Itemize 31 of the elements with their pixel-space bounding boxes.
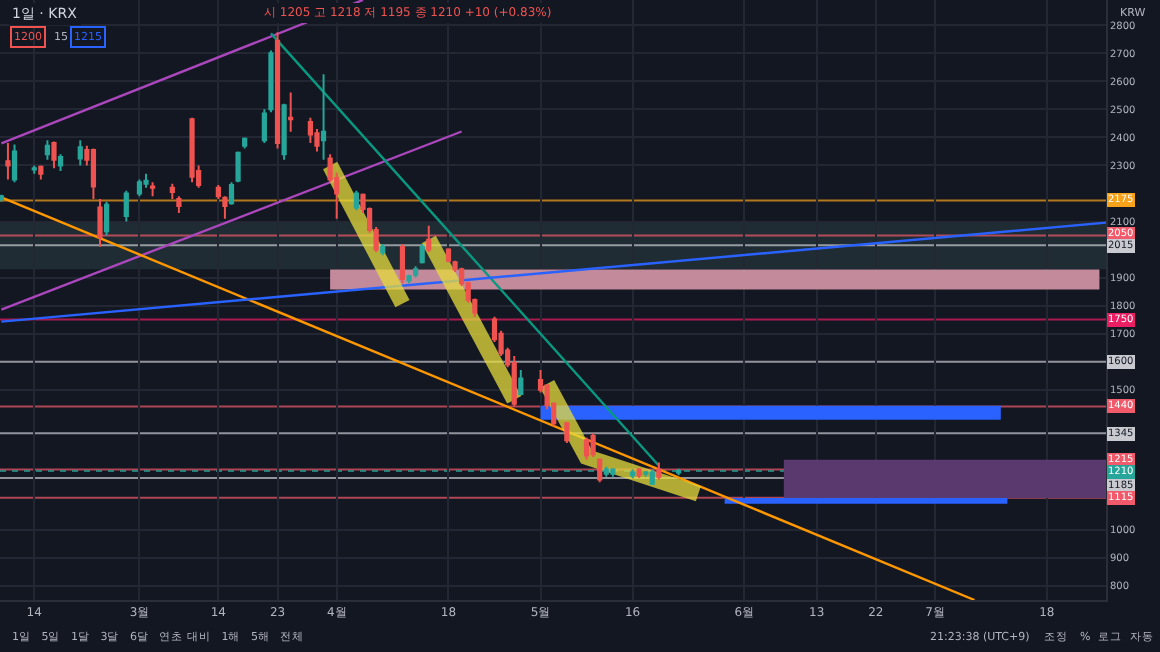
candlestick bbox=[445, 247, 452, 264]
candlestick bbox=[149, 181, 156, 198]
candlestick bbox=[288, 91, 294, 133]
candlestick bbox=[636, 467, 642, 480]
candlestick bbox=[406, 273, 412, 285]
candlestick bbox=[189, 116, 195, 184]
candlestick bbox=[136, 178, 143, 198]
candlestick bbox=[643, 470, 649, 478]
candlestick bbox=[518, 369, 524, 397]
candlestick bbox=[419, 242, 425, 265]
candlestick bbox=[320, 73, 327, 161]
candlestick bbox=[564, 420, 570, 444]
candlestick bbox=[235, 150, 241, 184]
candlestick bbox=[228, 181, 235, 206]
candlestick bbox=[242, 136, 248, 150]
candlestick bbox=[380, 242, 386, 257]
candlestick bbox=[353, 189, 360, 212]
candlestick bbox=[426, 224, 432, 254]
candlestick bbox=[610, 467, 616, 478]
candlestick bbox=[307, 116, 314, 144]
candlestick bbox=[590, 432, 596, 458]
candlestick bbox=[281, 102, 287, 161]
candlestick bbox=[597, 457, 603, 484]
candlestick bbox=[399, 242, 406, 285]
candlestick bbox=[413, 265, 419, 279]
candlestick bbox=[274, 31, 281, 150]
candlestick bbox=[629, 468, 636, 480]
candlestick bbox=[583, 436, 590, 461]
candlestick bbox=[656, 461, 662, 481]
candlestick bbox=[143, 172, 149, 189]
candlestick bbox=[511, 355, 517, 408]
